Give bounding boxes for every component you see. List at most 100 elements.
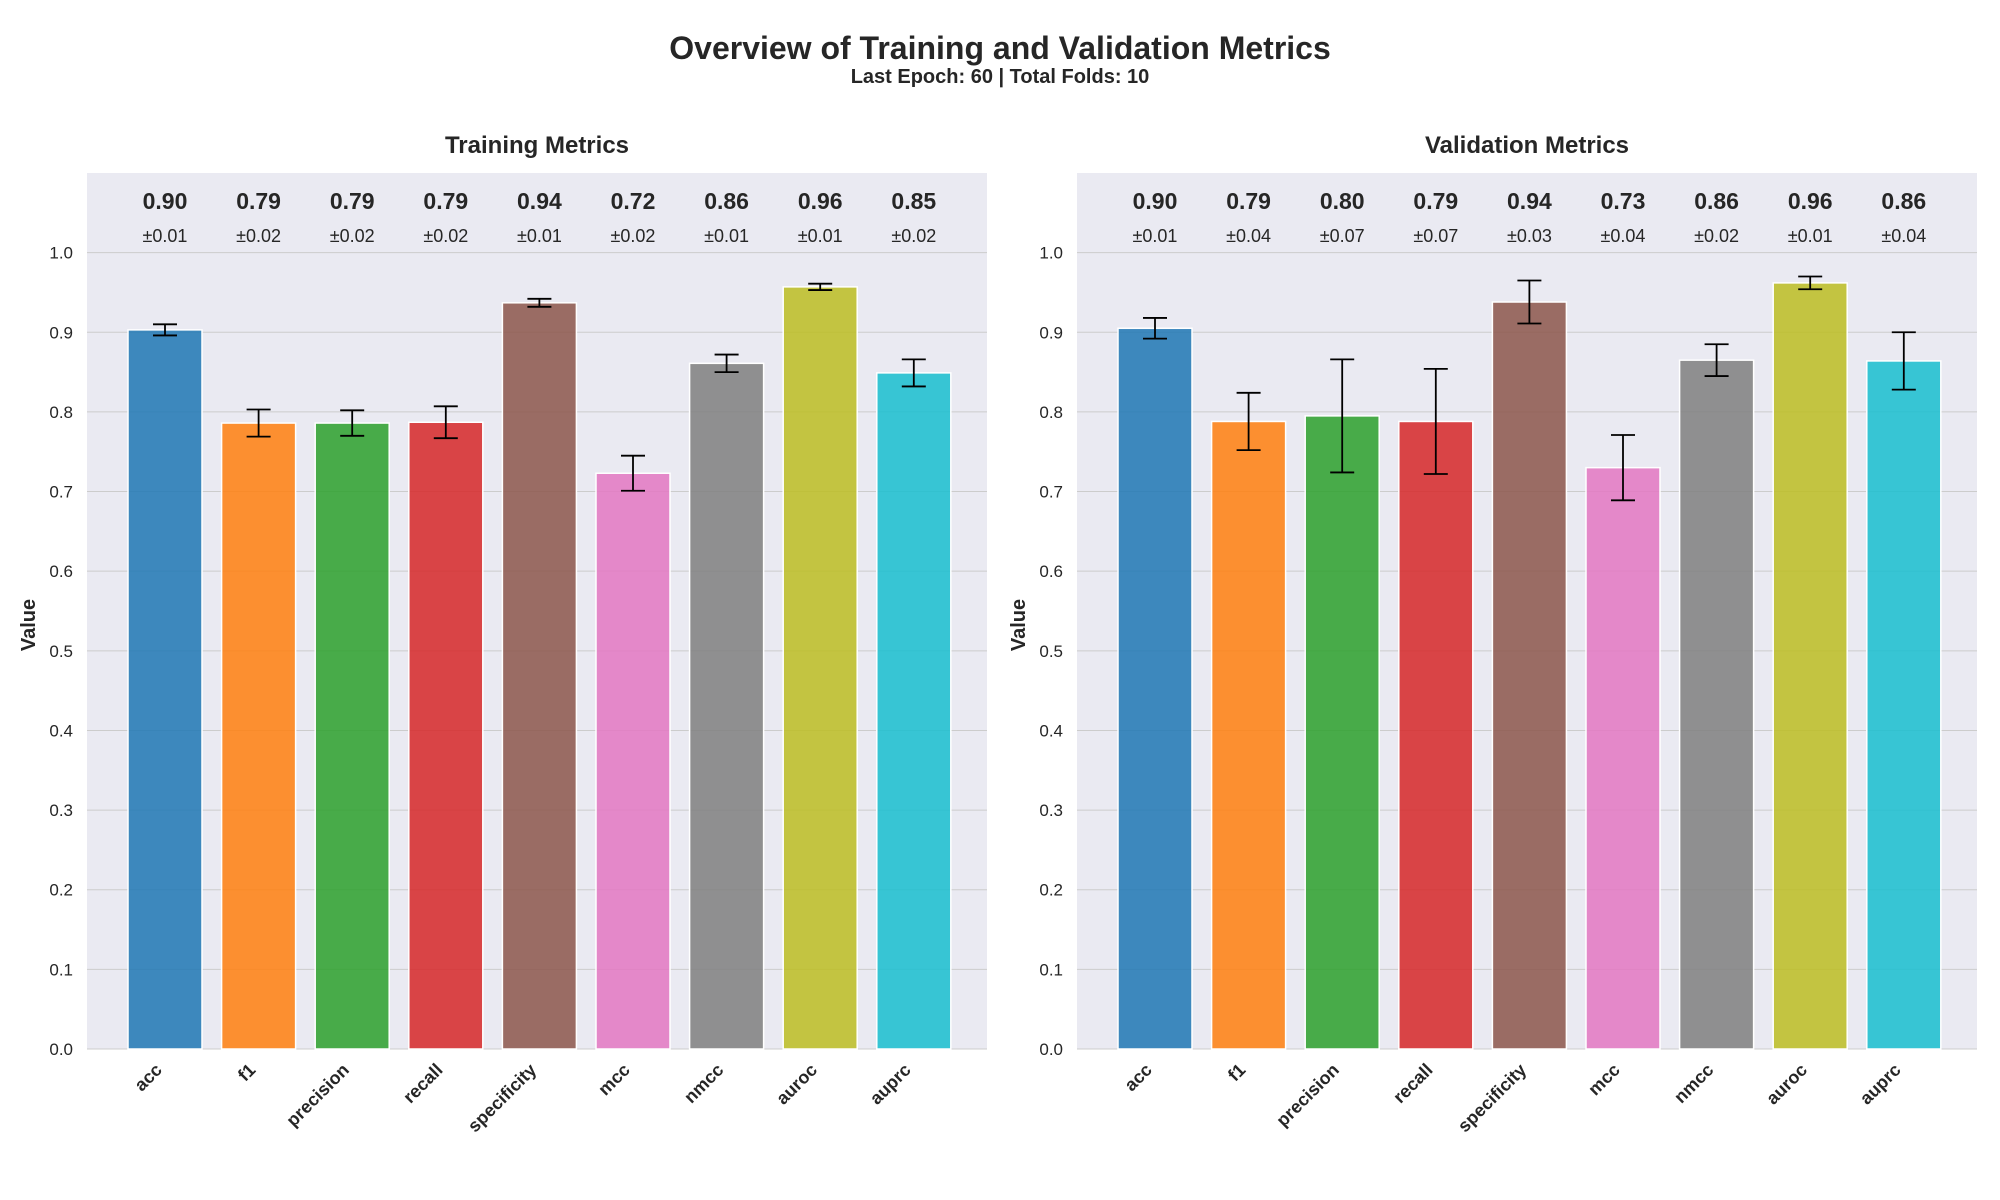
validation-xtick-label: specificity <box>1454 1060 1530 1136</box>
training-ytick-label: 1.0 <box>49 244 73 263</box>
training-xtick-label: acc <box>130 1060 165 1095</box>
training-value-label: 0.94 <box>517 188 562 214</box>
validation-value-label: 0.86 <box>1881 188 1926 214</box>
validation-bar-specificity <box>1491 301 1568 1050</box>
validation-xtick-label: mcc <box>1584 1060 1624 1100</box>
validation-xtick-label: nmcc <box>1670 1060 1717 1107</box>
validation-error-label: ±0.01 <box>1133 226 1178 246</box>
validation-error-label: ±0.04 <box>1226 226 1271 246</box>
validation-ylabel: Value <box>1008 599 1030 651</box>
validation-xtick-label: f1 <box>1224 1060 1249 1085</box>
validation-bar-acc <box>1117 327 1193 1050</box>
validation-value-label: 0.80 <box>1320 188 1365 214</box>
training-error-label: ±0.02 <box>330 226 375 246</box>
figure-subtitle: Last Epoch: 60 | Total Folds: 10 <box>851 66 1150 88</box>
training-value-label: 0.79 <box>236 188 281 214</box>
training-bar-precision <box>314 422 390 1050</box>
panels: Training Metrics 0.0 0.1 0.2 0.3 0.4 0.5 0.6 0.7… <box>18 132 1977 1136</box>
validation-ytick-label: 0.5 <box>1039 642 1063 661</box>
validation-error-label: ±0.03 <box>1507 226 1552 246</box>
validation-ytick-label: 0.0 <box>1039 1040 1063 1059</box>
validation-value-label: 0.79 <box>1226 188 1271 214</box>
validation-bar-precision <box>1304 415 1380 1050</box>
validation-error-label: ±0.02 <box>1694 226 1739 246</box>
training-error-label: ±0.02 <box>423 226 468 246</box>
training-xtick-label: precision <box>282 1060 353 1131</box>
training-value-label: 0.79 <box>330 188 375 214</box>
training-value-label: 0.72 <box>611 188 656 214</box>
validation-error-label: ±0.07 <box>1320 226 1365 246</box>
validation-ytick-label: 0.8 <box>1039 403 1063 422</box>
training-ytick-label: 0.1 <box>49 960 73 979</box>
validation-xtick-label: auroc <box>1762 1060 1811 1109</box>
validation-bar-f1 <box>1210 420 1287 1050</box>
training-error-label: ±0.01 <box>704 226 749 246</box>
training-error-label: ±0.01 <box>798 226 843 246</box>
training-ytick-label: 0.3 <box>49 801 73 820</box>
training-ytick-label: 0.8 <box>49 403 73 422</box>
validation-error-label: ±0.04 <box>1881 226 1926 246</box>
training-bar-auroc <box>782 286 858 1050</box>
validation-xtick-label: recall <box>1389 1060 1436 1107</box>
validation-value-label: 0.79 <box>1413 188 1458 214</box>
training-xtick-label: auprc <box>866 1060 915 1109</box>
validation-error-label: ±0.07 <box>1413 226 1458 246</box>
training-xtick-label: specificity <box>464 1060 540 1136</box>
validation-ytick-label: 0.3 <box>1039 801 1063 820</box>
validation-ytick-label: 0.2 <box>1039 881 1063 900</box>
training-value-label: 0.90 <box>143 188 188 214</box>
validation-xtick-label: auprc <box>1856 1060 1905 1109</box>
validation-ytick-label: 0.1 <box>1039 960 1063 979</box>
training-panel: Training Metrics 0.0 0.1 0.2 0.3 0.4 0.5 0.6 0.7… <box>18 132 987 1136</box>
validation-ytick-label: 0.6 <box>1039 562 1063 581</box>
validation-value-label: 0.86 <box>1694 188 1739 214</box>
validation-ytick-label: 0.4 <box>1039 721 1063 740</box>
validation-ytick-label: 0.7 <box>1039 483 1063 502</box>
validation-panel: Validation Metrics 0.0 0.1 0.2 0.3 0.4 0.5 0.6 0… <box>1008 132 1977 1136</box>
validation-error-label: ±0.04 <box>1601 226 1646 246</box>
training-ytick-label: 0.6 <box>49 562 73 581</box>
training-error-label: ±0.01 <box>517 226 562 246</box>
training-error-label: ±0.01 <box>143 226 188 246</box>
training-bar-f1 <box>220 422 297 1050</box>
validation-bar-nmcc <box>1678 359 1755 1050</box>
training-ylabel: Value <box>18 599 40 651</box>
training-xtick-label: mcc <box>594 1060 634 1100</box>
training-panel-title: Training Metrics <box>445 132 629 159</box>
training-ytick-label: 0.9 <box>49 323 73 342</box>
validation-bar-recall <box>1398 420 1474 1050</box>
training-bar-nmcc <box>688 362 765 1050</box>
training-bar-mcc <box>595 472 671 1050</box>
training-ytick-label: 0.2 <box>49 881 73 900</box>
training-error-label: ±0.02 <box>236 226 281 246</box>
validation-value-label: 0.96 <box>1788 188 1833 214</box>
training-bar-acc <box>127 329 203 1050</box>
validation-panel-title: Validation Metrics <box>1425 132 1629 159</box>
training-error-label: ±0.02 <box>891 226 936 246</box>
training-value-label: 0.86 <box>704 188 749 214</box>
validation-bar-auprc <box>1866 360 1942 1050</box>
validation-xtick-label: precision <box>1272 1060 1343 1131</box>
validation-ytick-label: 1.0 <box>1039 244 1063 263</box>
validation-bar-mcc <box>1585 466 1661 1050</box>
training-bar-recall <box>408 421 484 1050</box>
validation-xtick-label: acc <box>1120 1060 1155 1095</box>
validation-bar-auroc <box>1772 282 1848 1050</box>
training-value-label: 0.79 <box>423 188 468 214</box>
training-ytick-label: 0.4 <box>49 721 73 740</box>
training-xtick-label: nmcc <box>680 1060 727 1107</box>
training-ytick-label: 0.0 <box>49 1040 73 1059</box>
training-xtick-label: f1 <box>234 1060 259 1085</box>
validation-error-label: ±0.01 <box>1788 226 1833 246</box>
training-bar-auprc <box>876 372 952 1050</box>
validation-value-label: 0.73 <box>1601 188 1646 214</box>
validation-value-label: 0.90 <box>1133 188 1178 214</box>
training-value-label: 0.96 <box>798 188 843 214</box>
training-error-label: ±0.02 <box>611 226 656 246</box>
training-ytick-label: 0.7 <box>49 483 73 502</box>
training-value-label: 0.85 <box>891 188 936 214</box>
validation-ytick-label: 0.9 <box>1039 323 1063 342</box>
validation-value-label: 0.94 <box>1507 188 1552 214</box>
